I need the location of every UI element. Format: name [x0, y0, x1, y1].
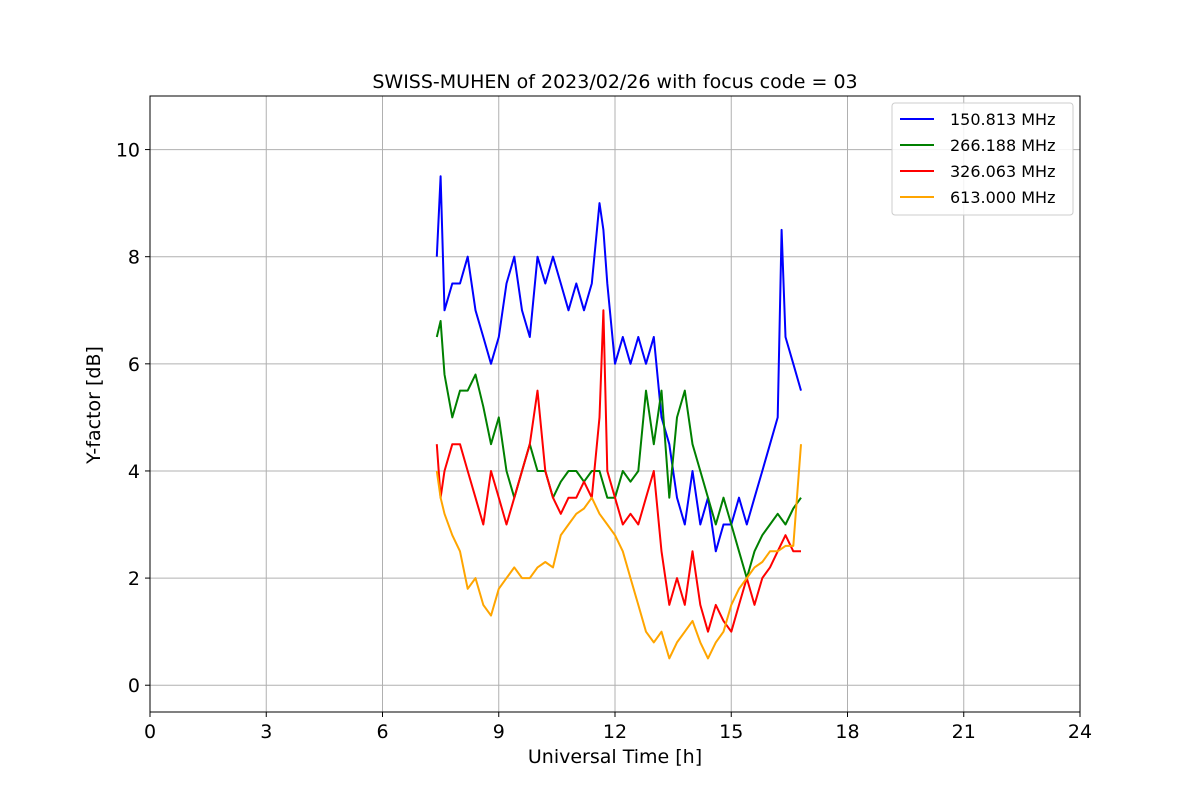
x-tick-label: 24 — [1068, 721, 1092, 743]
y-tick-label: 6 — [128, 354, 140, 376]
series-line-2 — [435, 309, 801, 633]
x-tick-label: 0 — [144, 721, 156, 743]
y-tick-label: 8 — [128, 247, 140, 269]
chart-title: SWISS-MUHEN of 2023/02/26 with focus cod… — [372, 71, 857, 93]
x-tick-label: 12 — [603, 721, 627, 743]
y-tick-label: 2 — [128, 568, 140, 590]
legend: 150.813 MHz 266.188 MHz 326.063 MHz 613.000… — [891, 102, 1074, 216]
legend-label-3: 613.000 MHz — [950, 188, 1055, 207]
legend-label-2: 326.063 MHz — [950, 162, 1055, 181]
x-axis-label: Universal Time [h] — [528, 746, 702, 768]
legend-label-1: 266.188 MHz — [950, 136, 1055, 155]
x-tick-label: 15 — [719, 721, 743, 743]
x-tick-label: 3 — [260, 721, 272, 743]
legend-box — [891, 102, 1074, 216]
series-line-3 — [435, 444, 802, 660]
x-tick-label: 9 — [493, 721, 505, 743]
y-tick-label: 4 — [128, 461, 140, 483]
series-lines — [435, 175, 802, 660]
legend-label-0: 150.813 MHz — [950, 110, 1055, 129]
x-tick-label: 18 — [835, 721, 859, 743]
y-tick-label: 0 — [128, 675, 140, 697]
y-tick-label: 10 — [116, 140, 140, 162]
y-axis-label: Y-factor [dB] — [83, 346, 105, 465]
x-tick-label: 21 — [952, 721, 976, 743]
series-line-0 — [435, 175, 802, 553]
x-tick-label: 6 — [376, 721, 388, 743]
